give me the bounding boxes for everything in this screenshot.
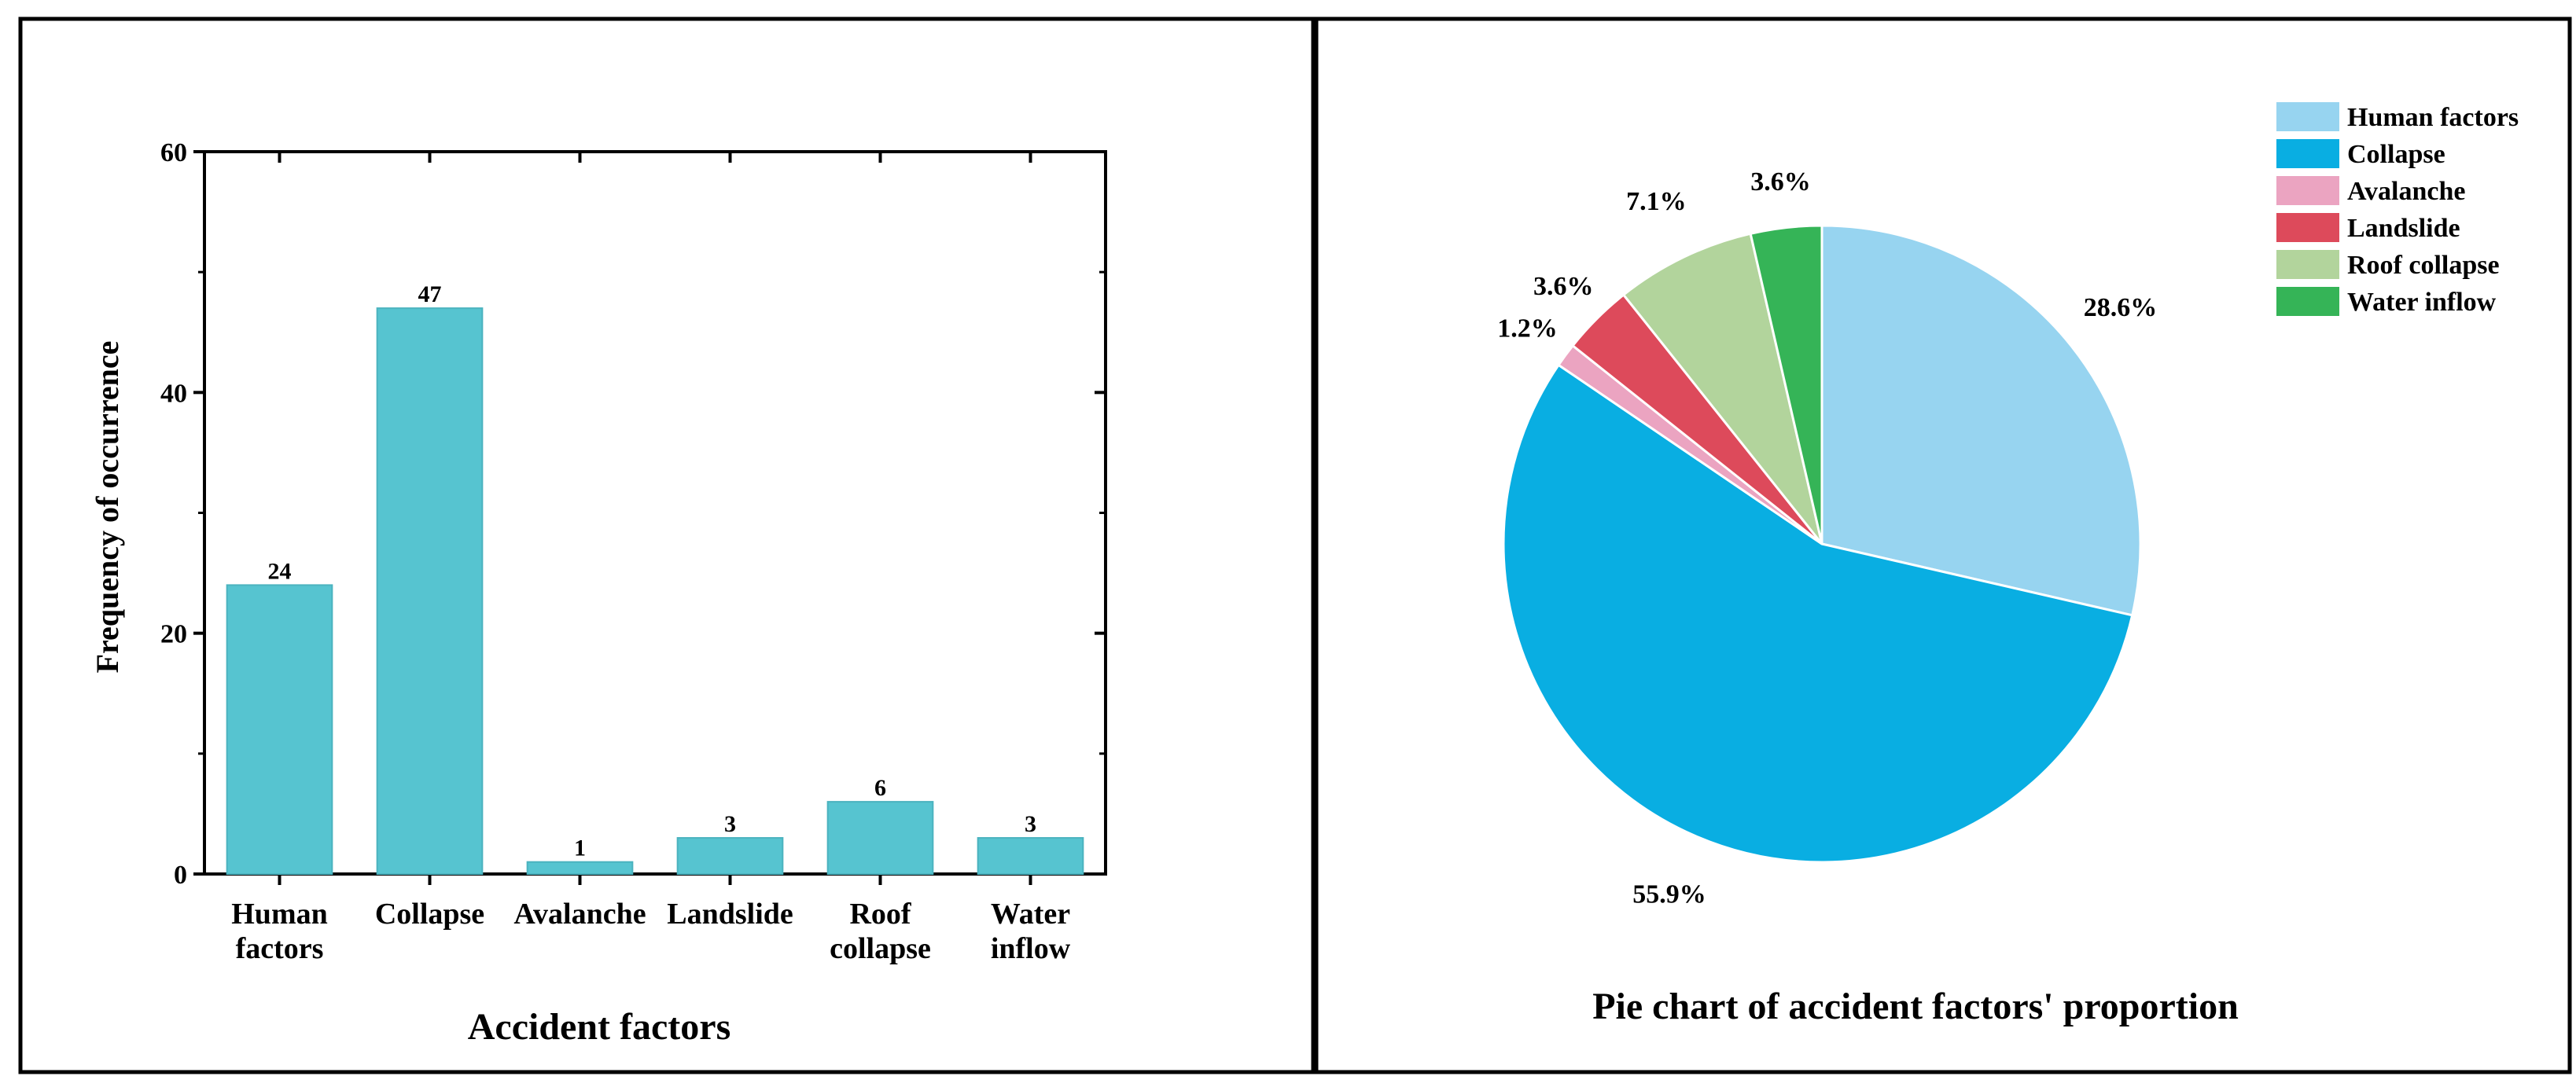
legend-swatch xyxy=(2276,250,2339,279)
x-category-label: Avalanche xyxy=(513,898,646,931)
x-category-label: Human xyxy=(231,898,327,931)
x-category-label: Water xyxy=(991,898,1070,931)
bar xyxy=(826,801,934,875)
bar-chart-axes xyxy=(203,150,1107,876)
y-tick-label: 40 xyxy=(160,379,187,408)
y-tick-label: 0 xyxy=(174,861,187,890)
bar-chart-bars xyxy=(226,307,1084,876)
bar-data-label: 3 xyxy=(724,811,736,837)
y-tick-label: 20 xyxy=(160,620,187,649)
bar xyxy=(376,307,484,876)
x-category-label: Roof xyxy=(849,898,911,931)
pie-slice xyxy=(1502,363,2134,864)
x-category-label: Collapse xyxy=(375,898,484,931)
legend-swatch xyxy=(2276,213,2339,242)
legend-label: Collapse xyxy=(2347,140,2445,169)
x-category-label: factors xyxy=(236,932,324,965)
bar-data-label: 47 xyxy=(418,281,442,307)
bar-data-label: 24 xyxy=(268,558,292,584)
bar-chart-ticks: 0 20 40 60 xyxy=(160,138,1106,890)
legend-label: Roof collapse xyxy=(2347,251,2500,280)
pie-slice-label: 7.1% xyxy=(1626,187,1687,216)
bar-panel-frame xyxy=(18,17,1319,1074)
bar-x-axis-label: Accident factors xyxy=(468,1006,731,1048)
pie-chart-legend: Human factors Collapse Avalanche Landslide R… xyxy=(2276,102,2519,317)
legend-swatch xyxy=(2276,102,2339,131)
pie-slice-label: 3.6% xyxy=(1750,167,1811,196)
pie-chart-title: Pie chart of accident factors' proportio… xyxy=(1592,986,2239,1027)
pie-slice-label: 28.6% xyxy=(2084,293,2158,322)
legend-label: Avalanche xyxy=(2347,177,2465,206)
pie-slice-label: 3.6% xyxy=(1533,272,1594,301)
bar-data-label: 3 xyxy=(1025,811,1036,837)
legend-swatch xyxy=(2276,176,2339,205)
y-tick-label: 60 xyxy=(160,138,187,167)
pie-slice xyxy=(1621,232,1823,545)
legend-label: Human factors xyxy=(2347,103,2519,132)
bar-data-label: 1 xyxy=(574,835,586,861)
x-category-label: inflow xyxy=(991,932,1071,965)
pie-slice-label: 1.2% xyxy=(1497,314,1558,343)
pie-slice xyxy=(1749,224,1823,545)
bar xyxy=(977,837,1084,876)
bar-data-label: 6 xyxy=(874,775,886,801)
bar xyxy=(526,861,634,876)
legend-swatch xyxy=(2276,287,2339,316)
bar xyxy=(676,837,784,876)
legend-swatch xyxy=(2276,139,2339,168)
bar-y-axis-label: Frequency of occurrence xyxy=(90,341,125,674)
bar xyxy=(226,584,333,876)
pie-panel-frame xyxy=(1311,17,2572,1074)
pie-chart-slices xyxy=(1502,224,2142,864)
x-category-label: Landslide xyxy=(667,898,793,931)
bar-plot-frame xyxy=(203,150,1107,876)
x-category-label: collapse xyxy=(830,932,931,965)
legend-label: Landslide xyxy=(2347,214,2460,243)
legend-label: Water inflow xyxy=(2347,288,2497,317)
pie-slice-label: 55.9% xyxy=(1632,880,1706,909)
pie-chart-labels: 28.6% 55.9% 1.2% 3.6% 7.1% 3.6% xyxy=(1497,167,2157,909)
pie-slice xyxy=(1820,224,2142,617)
